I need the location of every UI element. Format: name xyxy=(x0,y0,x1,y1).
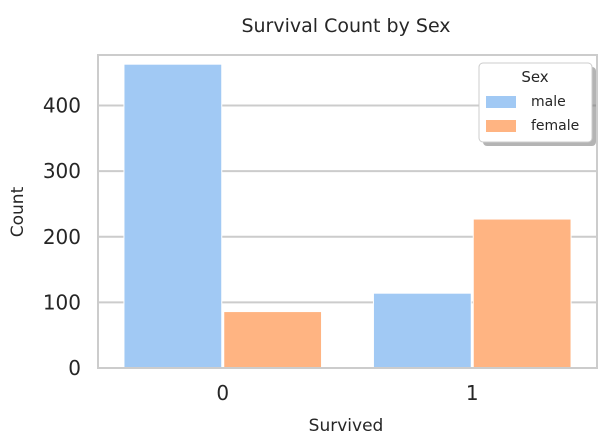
bar-female-survived-1 xyxy=(472,218,572,369)
x-tick-label: 1 xyxy=(466,381,479,405)
legend-entries: male female xyxy=(486,94,579,134)
y-tick-label: 300 xyxy=(43,159,81,183)
legend-title: Sex xyxy=(521,68,548,86)
y-tick-label: 100 xyxy=(43,290,81,314)
bars xyxy=(123,63,572,369)
y-tick-label: 0 xyxy=(68,356,81,380)
x-tick-label: 0 xyxy=(216,381,229,405)
bar-male-survived-1 xyxy=(372,292,472,369)
legend-swatch-male xyxy=(486,96,516,108)
legend-label-male: male xyxy=(531,94,566,110)
chart-title: Survival Count by Sex xyxy=(241,15,450,37)
y-tick-labels: 0 100 200 300 400 xyxy=(43,94,81,380)
plot-frame xyxy=(97,54,598,369)
y-tick-label: 400 xyxy=(43,94,81,118)
x-axis-label: Survived xyxy=(309,416,384,436)
legend: Sex male female xyxy=(478,62,596,146)
legend-swatch-female xyxy=(486,120,516,132)
bar-female-survived-0 xyxy=(223,311,323,369)
legend-label-female: female xyxy=(531,118,579,134)
y-axis-label: Count xyxy=(8,186,28,237)
bar-male-survived-0 xyxy=(123,63,223,369)
y-tick-label: 200 xyxy=(43,225,81,249)
